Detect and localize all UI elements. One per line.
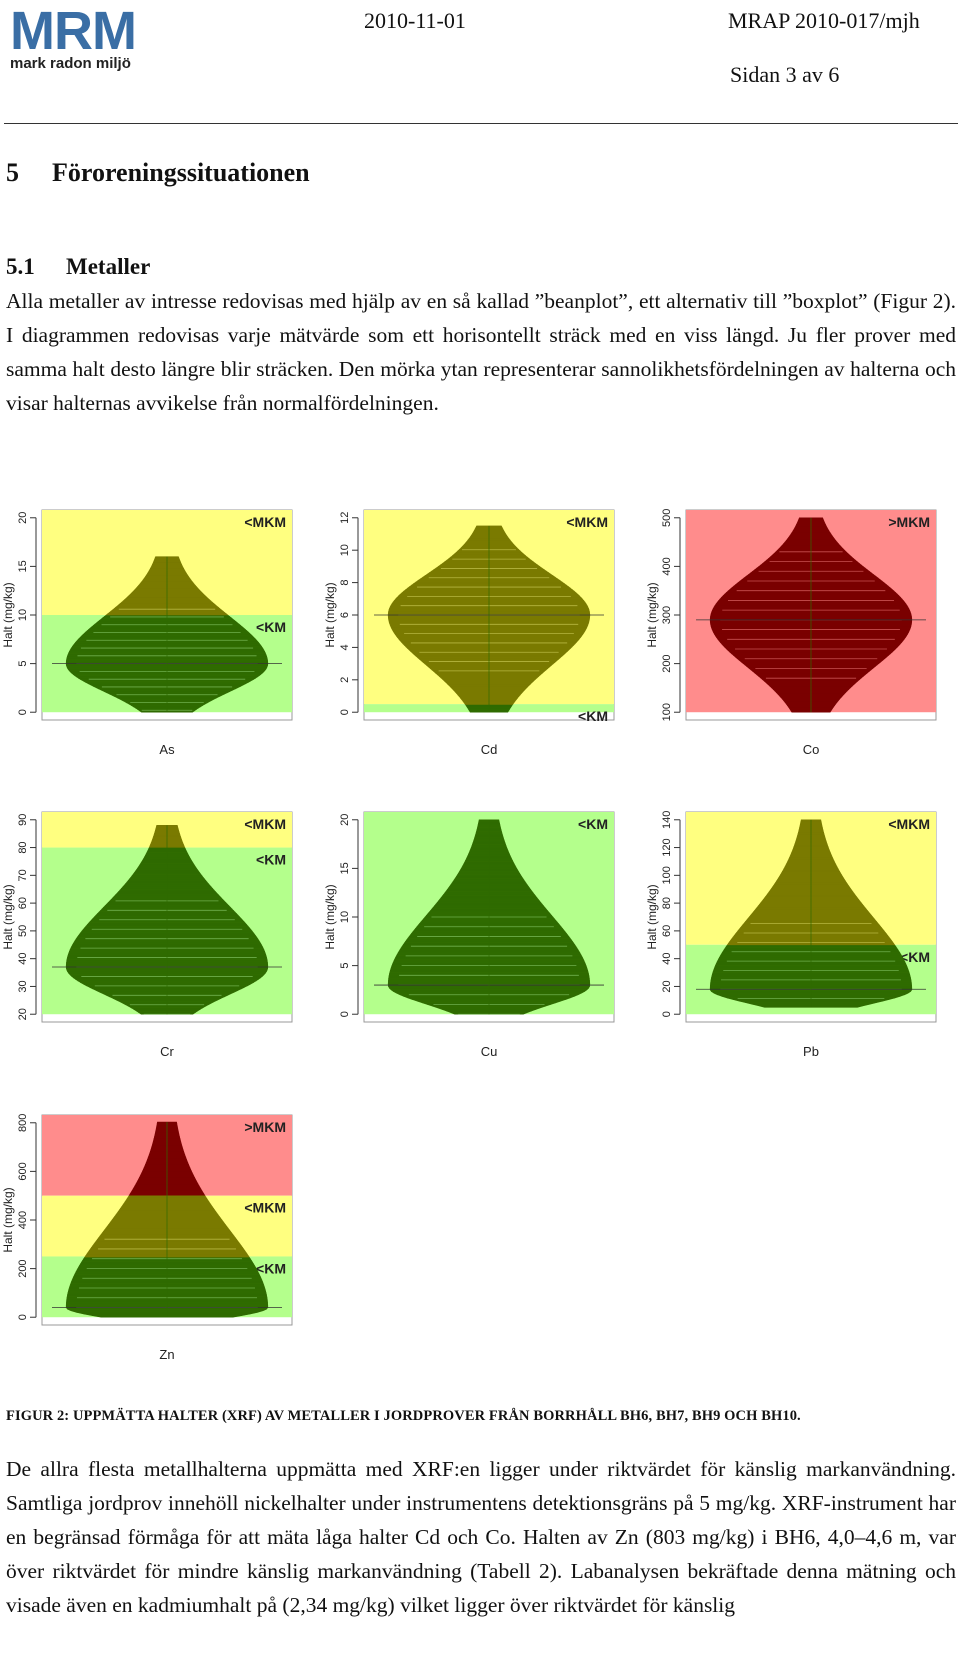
chart-label: Cr (160, 1044, 174, 1059)
y-tick-label: 100 (661, 703, 673, 721)
beanplot-zn: >MKM <MKM <KM 0 200 400 600 800 Halt (mg/kg) Zn (1, 1114, 293, 1362)
chart-label: Co (803, 742, 820, 757)
y-tick-label: 10 (339, 911, 351, 923)
y-axis-label: Halt (mg/kg) (645, 884, 659, 949)
zone-label: >MKM (888, 514, 930, 530)
zone-label: >MKM (244, 1119, 286, 1135)
beanplot-cd: <MKM <KM 0 2 4 6 8 10 12 Halt (mg/kg) Cd (323, 509, 615, 757)
y-tick-label: 90 (17, 814, 29, 826)
chart-label: Zn (159, 1347, 174, 1362)
y-axis-label: Halt (mg/kg) (1, 884, 15, 949)
y-tick-label: 15 (17, 560, 29, 572)
y-tick-label: 80 (661, 897, 673, 909)
beanplot-figure: <MKM <KM 0 5 10 15 20 Halt (mg/kg) As <MKM <KM 0 2 4 6… (1, 509, 937, 1362)
chart-label: As (159, 742, 175, 757)
beanplot-cu: <KM 0 5 10 15 20 Halt (mg/kg) Cu (323, 811, 615, 1059)
y-tick-label: 400 (17, 1211, 29, 1229)
y-tick-label: 0 (17, 1314, 29, 1320)
section-title: Föroreningssituationen (52, 158, 310, 187)
zone-label: <MKM (244, 816, 286, 832)
zone-label: <MKM (566, 514, 608, 530)
zone-label: <KM (256, 619, 286, 635)
zone-label: <MKM (888, 816, 930, 832)
y-tick-label: 40 (17, 953, 29, 965)
y-tick-label: 15 (339, 862, 351, 874)
y-tick-label: 4 (339, 644, 351, 650)
zone-label: <KM (256, 852, 286, 868)
beanplot-as: <MKM <KM 0 5 10 15 20 Halt (mg/kg) As (1, 509, 293, 757)
company-logo: MRM (10, 1, 137, 61)
y-tick-label: 50 (17, 925, 29, 937)
beanplot-co: >MKM 100 200 300 400 500 Halt (mg/kg) Co (645, 509, 937, 757)
company-logo-tagline: mark radon miljö (10, 55, 131, 72)
header-date: 2010-11-01 (364, 8, 466, 33)
y-tick-label: 0 (17, 709, 29, 715)
zone-label: <KM (578, 708, 608, 724)
section-heading: 5 Föroreningssituationen (6, 158, 310, 188)
y-axis-label: Halt (mg/kg) (1, 582, 15, 647)
y-tick-label: 6 (339, 612, 351, 618)
y-tick-label: 20 (17, 512, 29, 524)
chart-label: Pb (803, 1044, 819, 1059)
y-tick-label: 60 (17, 897, 29, 909)
header-page-number: Sidan 3 av 6 (730, 62, 840, 87)
zone-label: <MKM (244, 1200, 286, 1216)
y-tick-label: 40 (661, 953, 673, 965)
y-tick-label: 80 (17, 841, 29, 853)
zone-label: <MKM (244, 514, 286, 530)
y-tick-label: 20 (339, 814, 351, 826)
y-axis-label: Halt (mg/kg) (645, 582, 659, 647)
y-axis-label: Halt (mg/kg) (1, 1187, 15, 1252)
zone-label: <KM (900, 949, 930, 965)
y-tick-label: 140 (661, 811, 673, 829)
y-tick-label: 0 (339, 709, 351, 715)
header-divider (4, 123, 958, 124)
y-tick-label: 2 (339, 677, 351, 683)
y-tick-label: 0 (661, 1011, 673, 1017)
header-reference: MRAP 2010-017/mjh (728, 8, 920, 33)
y-tick-label: 12 (339, 512, 351, 524)
zone-label: <KM (256, 1260, 286, 1276)
y-tick-label: 8 (339, 580, 351, 586)
y-tick-label: 400 (661, 557, 673, 575)
subsection-number: 5.1 (6, 254, 35, 279)
body-paragraph: De allra flesta metallhalterna uppmätta … (6, 1457, 956, 1617)
y-tick-label: 10 (17, 609, 29, 621)
y-tick-label: 100 (661, 866, 673, 884)
chart-label: Cd (481, 742, 498, 757)
figure-caption: FIGUR 2: UPPMÄTTA HALTER (XRF) AV METALL… (6, 1408, 801, 1424)
y-tick-label: 200 (17, 1259, 29, 1277)
y-tick-label: 200 (661, 654, 673, 672)
chart-label: Cu (481, 1044, 498, 1059)
y-tick-label: 20 (17, 1008, 29, 1020)
beanplot-cr: <MKM <KM 20 30 40 50 60 70 80 90 Halt (mg/kg) Cr (1, 811, 293, 1059)
y-tick-label: 60 (661, 925, 673, 937)
y-tick-label: 30 (17, 980, 29, 992)
beanplot-pb: <MKM <KM 0 20 40 60 80 100 120 140 Halt (mg/kg) Pb (645, 811, 937, 1059)
y-axis-label: Halt (mg/kg) (323, 884, 337, 949)
y-tick-label: 300 (661, 606, 673, 624)
y-tick-label: 600 (17, 1162, 29, 1180)
section-number: 5 (6, 158, 19, 187)
y-tick-label: 5 (17, 661, 29, 667)
y-tick-label: 120 (661, 838, 673, 856)
subsection-heading: 5.1 Metaller (6, 254, 150, 280)
y-tick-label: 70 (17, 869, 29, 881)
subsection-title: Metaller (66, 254, 151, 279)
intro-paragraph: Alla metaller av intresse redovisas med … (6, 289, 956, 415)
y-tick-label: 0 (339, 1011, 351, 1017)
y-tick-label: 20 (661, 980, 673, 992)
zone-label: <KM (578, 816, 608, 832)
y-tick-label: 10 (339, 544, 351, 556)
y-tick-label: 500 (661, 509, 673, 527)
y-tick-label: 5 (339, 963, 351, 969)
y-axis-label: Halt (mg/kg) (323, 582, 337, 647)
y-tick-label: 800 (17, 1114, 29, 1132)
